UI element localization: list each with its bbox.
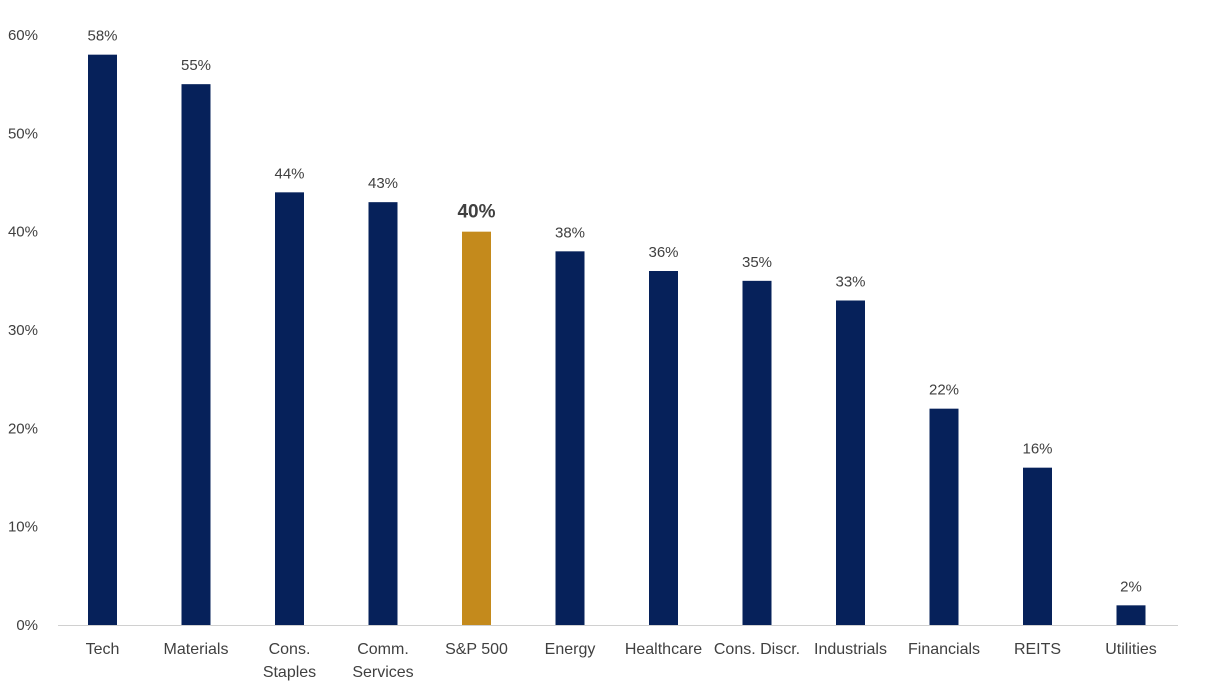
data-label: 58% <box>87 28 117 45</box>
x-tick-label: REITS <box>1014 641 1061 658</box>
data-label: 43% <box>368 175 398 192</box>
bar <box>462 231 491 625</box>
bars-group <box>88 54 1146 626</box>
y-tick-label: 20% <box>8 420 38 437</box>
data-label: 36% <box>648 244 678 261</box>
bar <box>275 192 304 626</box>
y-tick-label: 60% <box>8 27 38 44</box>
y-tick-label: 0% <box>16 617 38 634</box>
x-tick-label: Tech <box>86 641 120 658</box>
x-tick-label: Staples <box>263 664 316 681</box>
bar <box>929 408 959 625</box>
y-axis: 0% 10% 20% 30% 40% 50% 60% <box>8 27 38 634</box>
x-tick-label: Industrials <box>814 641 887 658</box>
y-tick-label: 10% <box>8 519 38 536</box>
bar <box>836 300 865 625</box>
bar <box>649 271 678 625</box>
x-tick-label: Cons. <box>269 641 311 658</box>
data-label: 16% <box>1022 441 1052 458</box>
x-tick-label: Services <box>352 664 413 681</box>
bar <box>1116 605 1146 625</box>
x-tick-label: Healthcare <box>625 641 702 658</box>
data-label: 22% <box>929 382 959 399</box>
data-label: 35% <box>742 254 772 271</box>
x-tick-label: Cons. Discr. <box>714 641 800 658</box>
x-tick-label: Financials <box>908 641 980 658</box>
y-tick-label: 40% <box>8 224 38 241</box>
bar <box>181 84 211 625</box>
bar <box>555 251 585 626</box>
x-tick-label: Energy <box>545 641 596 658</box>
data-label: 44% <box>274 165 304 182</box>
data-labels-group: 58% 55% 44% 43% 40% 38% 36% 35% 33% 22% 16% 2% <box>87 28 1141 596</box>
data-label: 33% <box>835 274 865 291</box>
data-label: 40% <box>457 202 495 223</box>
y-tick-label: 30% <box>8 322 38 339</box>
x-axis: Tech Materials Cons. Staples Comm. Services S&… <box>58 625 1178 681</box>
data-label: 38% <box>555 224 585 241</box>
bar <box>88 54 117 625</box>
x-tick-label: S&P 500 <box>445 641 508 658</box>
x-tick-label: Comm. <box>357 641 409 658</box>
data-label: 2% <box>1120 578 1142 595</box>
bar <box>742 280 772 625</box>
y-tick-label: 50% <box>8 125 38 142</box>
x-tick-label: Materials <box>164 641 229 658</box>
x-tick-label: Utilities <box>1105 641 1157 658</box>
bar <box>368 202 398 625</box>
bar <box>1023 467 1052 625</box>
data-label: 55% <box>181 57 211 74</box>
